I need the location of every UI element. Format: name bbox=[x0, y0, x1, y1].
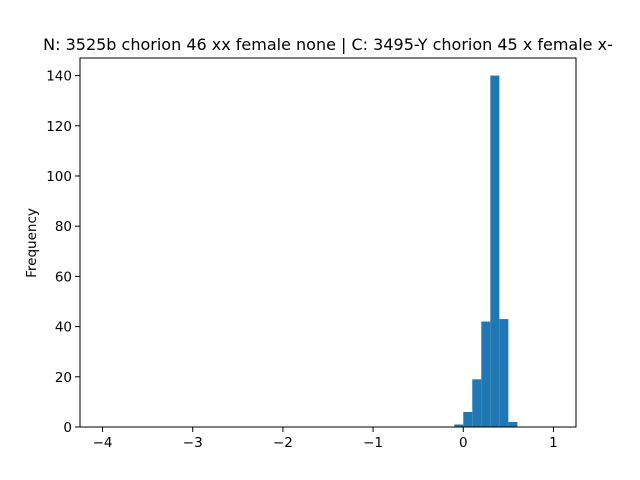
bar bbox=[508, 421, 518, 427]
bar bbox=[472, 379, 482, 427]
y-axis-label: Frequency bbox=[24, 208, 40, 278]
x-tick-label: 1 bbox=[549, 435, 558, 451]
x-tick-label: −2 bbox=[273, 435, 293, 451]
y-tick-label: 140 bbox=[46, 69, 72, 85]
y-tick-label: 60 bbox=[55, 269, 72, 285]
bar bbox=[454, 424, 464, 427]
bar bbox=[481, 321, 491, 427]
bar bbox=[490, 75, 500, 428]
chart-title: N: 3525b chorion 46 xx female none | C: … bbox=[43, 35, 613, 54]
x-tick-label: −1 bbox=[363, 435, 383, 451]
y-tick-label: 40 bbox=[55, 320, 72, 336]
plot-frame bbox=[79, 57, 577, 428]
bar bbox=[463, 411, 473, 427]
bar bbox=[499, 319, 509, 427]
y-tick-label: 20 bbox=[55, 370, 72, 386]
y-tick-label: 0 bbox=[63, 420, 72, 436]
y-tick-label: 100 bbox=[46, 169, 72, 185]
y-tick-label: 80 bbox=[55, 219, 72, 235]
x-tick-label: 0 bbox=[459, 435, 468, 451]
x-tick-label: −4 bbox=[93, 435, 113, 451]
y-tick-label: 120 bbox=[46, 119, 72, 135]
x-tick-label: −3 bbox=[183, 435, 203, 451]
